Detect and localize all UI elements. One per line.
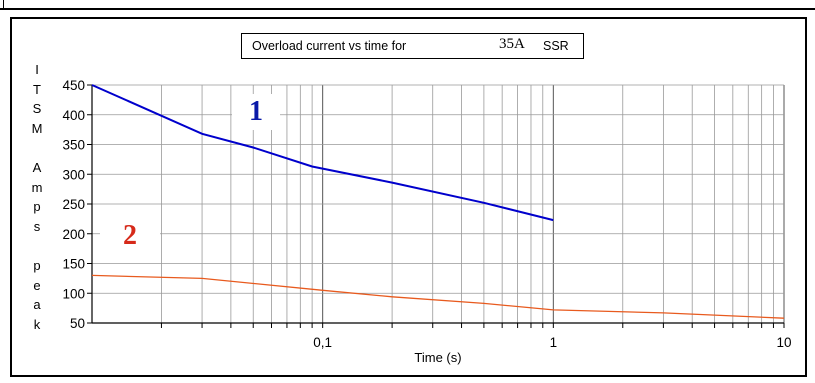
chart-title-rating: 35A (499, 36, 525, 52)
y-tick-label: 300 (62, 167, 85, 182)
y-axis-title-letter: e (33, 277, 41, 293)
series-2-line (91, 274, 785, 319)
y-axis-title-letter: p (33, 199, 41, 215)
series-lines (91, 84, 785, 319)
series-1-line (91, 84, 554, 222)
y-axis-title-letter: A (32, 160, 42, 175)
y-tick-label: 350 (62, 138, 85, 153)
y-tick-label: 200 (62, 227, 85, 242)
x-tick-label: 0,1 (313, 335, 332, 350)
window-top-border (0, 0, 815, 10)
series-2-badge: 2 (100, 218, 160, 254)
x-tick-label: 1 (550, 335, 558, 350)
y-tick-label: 150 (62, 257, 85, 272)
y-axis-title-letter: M (31, 120, 43, 136)
y-tick-label: 100 (62, 286, 85, 301)
y-axis-title-letter: p (33, 258, 41, 273)
y-axis-title-letter: S (32, 101, 42, 117)
chart-title-suffix: SSR (543, 39, 569, 53)
grid (92, 84, 785, 324)
y-tick-label: 400 (62, 108, 85, 123)
chart-frame (10, 17, 807, 377)
y-axis-title-letter: I (35, 62, 39, 77)
y-axis-title-letter: k (33, 316, 41, 332)
chart-title: Overload current vs time for 35A SSR (241, 33, 584, 59)
window-left-border (0, 0, 4, 10)
y-tick-label: 450 (62, 78, 85, 93)
y-axis-title-letter: m (31, 179, 43, 195)
series-1-badge: 1 (232, 94, 280, 130)
chart-title-prefix: Overload current vs time for (252, 39, 407, 53)
y-tick-label: 50 (70, 316, 85, 331)
y-axis-title-letter: s (33, 218, 41, 234)
y-tick-label: 250 (62, 197, 85, 212)
tick-labels: 50 100 150 200 250 300 350 400 450 0,1 1 10 (62, 78, 791, 350)
axes (87, 84, 785, 328)
x-axis-title: Time (s) (414, 350, 461, 365)
y-axis-title-letter: T (33, 81, 41, 97)
x-tick-label: 10 (776, 335, 791, 350)
y-axis-title-letter: a (33, 297, 41, 313)
